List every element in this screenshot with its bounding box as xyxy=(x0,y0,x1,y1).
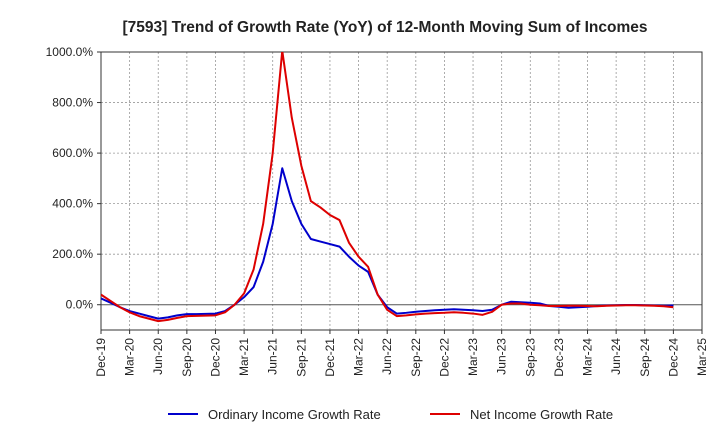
series-line-1 xyxy=(101,167,674,320)
x-tick-label: Mar-20 xyxy=(123,338,137,376)
y-tick-label: 0.0% xyxy=(66,298,94,312)
x-tick-label: Jun-23 xyxy=(495,338,509,375)
x-tick-label: Dec-19 xyxy=(94,338,108,377)
series-group xyxy=(101,52,674,323)
x-tick-label: Mar-24 xyxy=(581,338,595,376)
y-tick-label: 1000.0% xyxy=(46,45,94,59)
y-tick-label: 800.0% xyxy=(52,96,93,110)
legend-label-2: Net Income Growth Rate xyxy=(470,407,613,422)
grid-lines xyxy=(100,51,703,330)
x-tick-label: Jun-21 xyxy=(266,338,280,375)
x-tick-label: Jun-22 xyxy=(380,338,394,375)
series-line-2 xyxy=(101,52,674,323)
x-tick-label: Sep-22 xyxy=(409,338,423,377)
x-axis: Dec-19 Mar-20 Jun-20 Sep-20 Dec-20 Mar-21 Jun-… xyxy=(94,330,709,377)
x-tick-label: Dec-20 xyxy=(208,338,222,377)
x-tick-label: Sep-23 xyxy=(523,338,537,377)
chart-title: [7593] Trend of Growth Rate (YoY) of 12-… xyxy=(122,19,647,36)
x-tick-label: Mar-23 xyxy=(466,338,480,376)
plot-area xyxy=(100,51,703,331)
x-tick-label: Sep-20 xyxy=(180,338,194,377)
x-tick-label: Mar-22 xyxy=(352,338,366,376)
x-tick-label: Mar-21 xyxy=(237,338,251,376)
legend: Ordinary Income Growth Rate Net Income Gr… xyxy=(168,407,613,422)
x-tick-label: Jun-24 xyxy=(609,338,623,375)
x-tick-label: Dec-21 xyxy=(323,338,337,377)
x-tick-label: Dec-23 xyxy=(552,338,566,377)
legend-label-1: Ordinary Income Growth Rate xyxy=(208,407,381,422)
y-tick-label: 600.0% xyxy=(52,146,93,160)
x-tick-label: Dec-24 xyxy=(666,338,680,377)
y-tick-label: 200.0% xyxy=(52,247,93,261)
y-axis: 0.0% 200.0% 400.0% 600.0% 800.0% 1000.0% xyxy=(46,45,101,312)
x-tick-label: Sep-21 xyxy=(294,338,308,377)
x-tick-label: Mar-25 xyxy=(695,338,709,376)
y-tick-label: 400.0% xyxy=(52,197,93,211)
x-tick-label: Jun-20 xyxy=(151,338,165,375)
x-tick-label: Sep-24 xyxy=(638,338,652,377)
x-tick-label: Dec-22 xyxy=(437,338,451,377)
